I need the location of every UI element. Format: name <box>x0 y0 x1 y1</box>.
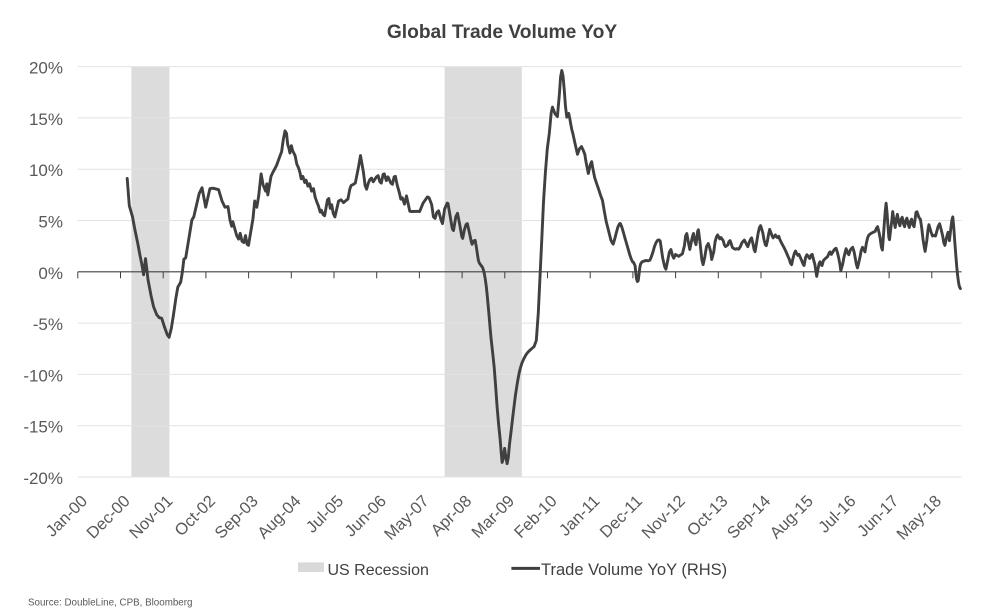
svg-text:10%: 10% <box>29 161 63 180</box>
svg-text:-5%: -5% <box>33 315 63 334</box>
svg-text:Trade Volume YoY (RHS): Trade Volume YoY (RHS) <box>541 561 727 579</box>
svg-text:20%: 20% <box>29 59 63 78</box>
svg-text:-10%: -10% <box>23 366 63 385</box>
svg-text:0%: 0% <box>38 264 63 283</box>
svg-text:Source: DoubleLine, CPB, Bloom: Source: DoubleLine, CPB, Bloomberg <box>28 598 192 609</box>
svg-text:15%: 15% <box>29 110 63 129</box>
svg-text:-20%: -20% <box>23 469 63 488</box>
svg-text:5%: 5% <box>38 213 63 232</box>
svg-text:Global Trade Volume YoY: Global Trade Volume YoY <box>387 22 618 43</box>
svg-text:US Recession: US Recession <box>328 562 429 579</box>
svg-text:-15%: -15% <box>23 418 63 437</box>
